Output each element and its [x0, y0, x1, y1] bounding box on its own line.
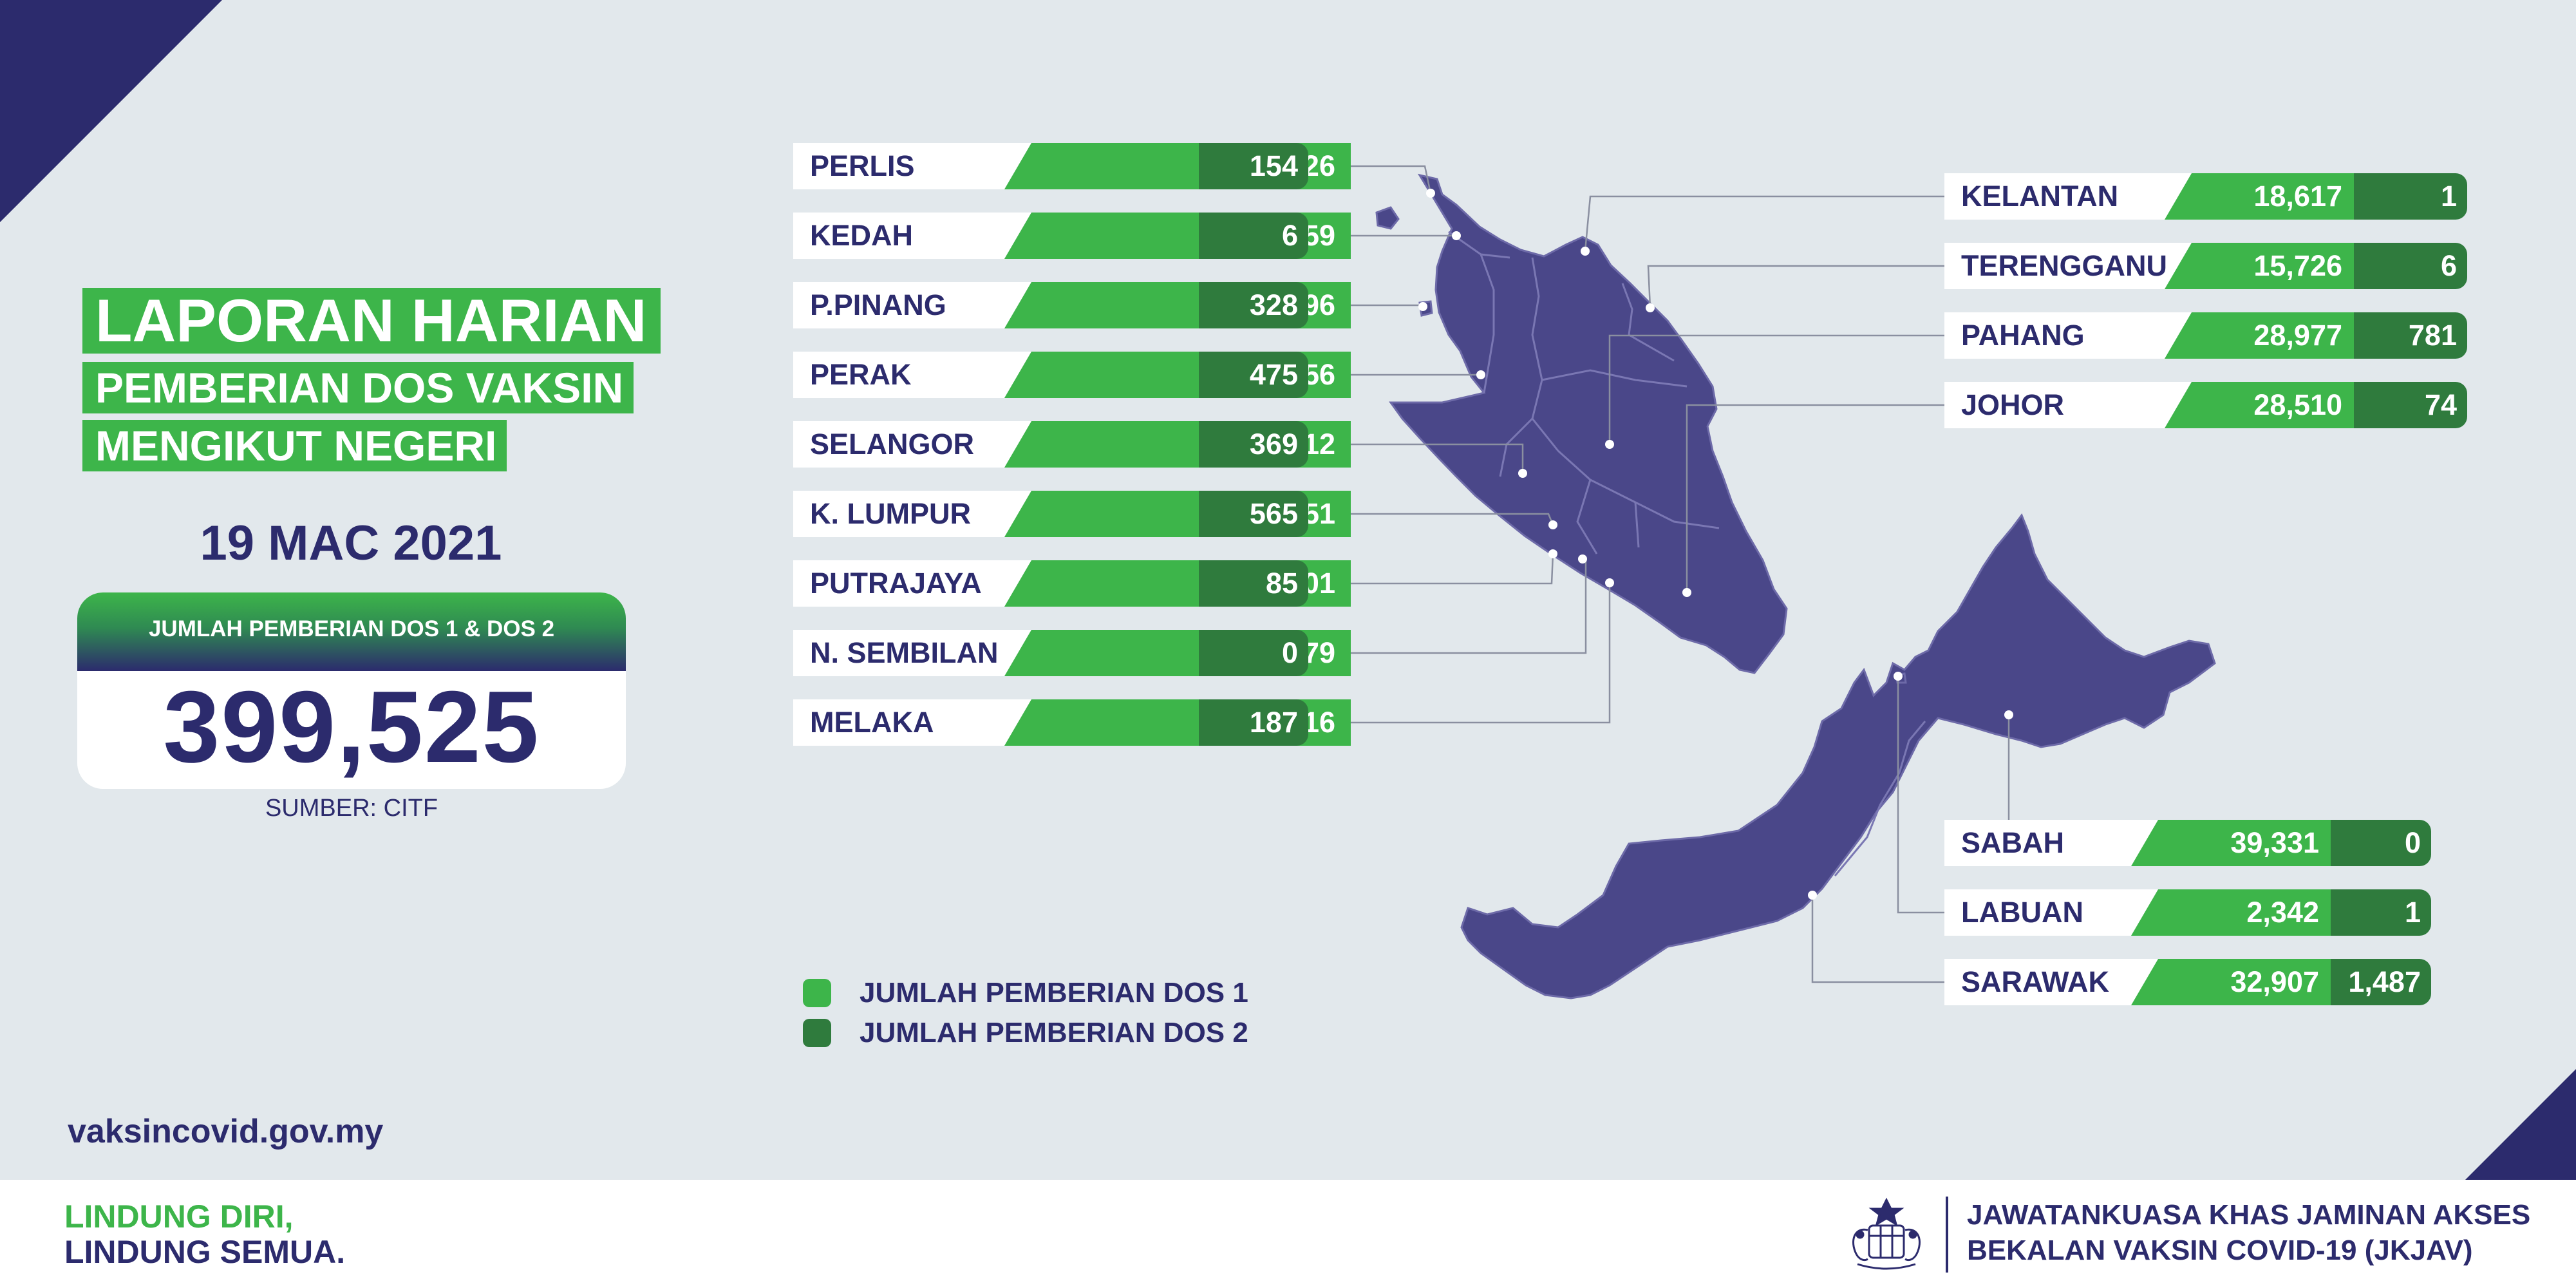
dose2-value: 781 — [2354, 312, 2467, 359]
state-name: K. LUMPUR — [793, 491, 1031, 537]
state-name: KEDAH — [793, 213, 1031, 259]
dose1-value: 28,510 — [2165, 382, 2358, 428]
legend-label-dose1: JUMLAH PEMBERIAN DOS 1 — [860, 977, 1248, 1009]
legend-swatch-dose2 — [803, 1019, 831, 1047]
org-name-line-1: JAWATANKUASA KHAS JAMINAN AKSES — [1967, 1199, 2531, 1231]
dose2-value: 1 — [2331, 889, 2431, 936]
total-value: 399,525 — [163, 670, 540, 784]
east-malaysia-shape — [1460, 513, 2216, 999]
state-name: TERENGGANU — [1944, 243, 2208, 289]
state-name: PERAK — [793, 352, 1031, 398]
state-name: SARAWAK — [1944, 959, 2173, 1005]
slogan-line-1: LINDUNG DIRI, — [64, 1198, 294, 1235]
slogan-line-2: LINDUNG SEMUA. — [64, 1234, 346, 1270]
title-line-3: MENGIKUT NEGERI — [82, 420, 507, 471]
dose2-value: 187 — [1199, 699, 1308, 746]
dose2-value: 6 — [2354, 243, 2467, 289]
dose1-value: 28,977 — [2165, 312, 2358, 359]
dose2-value: 1 — [2354, 173, 2467, 220]
state-name: P.PINANG — [793, 282, 1031, 328]
dose2-value: 6 — [1199, 213, 1308, 259]
state-name: PAHANG — [1944, 312, 2208, 359]
state-name: MELAKA — [793, 699, 1031, 746]
footer-bar — [0, 1180, 2576, 1288]
state-name: PUTRAJAYA — [793, 560, 1031, 607]
dose2-value: 1,487 — [2331, 959, 2431, 1005]
dose2-value: 369 — [1199, 421, 1308, 468]
state-name: KELANTAN — [1944, 173, 2208, 220]
dose2-value: 85 — [1199, 560, 1308, 607]
org-name-line-2: BEKALAN VAKSIN COVID-19 (JKJAV) — [1967, 1235, 2473, 1266]
state-name: LABUAN — [1944, 889, 2173, 936]
dose1-value: 39,331 — [2131, 820, 2335, 866]
dose1-value: 32,907 — [2131, 959, 2335, 1005]
dose2-value: 475 — [1199, 352, 1308, 398]
title-line-2: PEMBERIAN DOS VAKSIN — [82, 362, 634, 413]
state-name: JOHOR — [1944, 382, 2208, 428]
legend-swatch-dose1 — [803, 979, 831, 1007]
dose1-value: 2,342 — [2131, 889, 2335, 936]
state-name: PERLIS — [793, 143, 1031, 189]
org-divider — [1946, 1197, 1948, 1273]
report-date: 19 MAC 2021 — [200, 516, 502, 571]
website-link[interactable]: vaksincovid.gov.my — [68, 1113, 384, 1150]
total-card: JUMLAH PEMBERIAN DOS 1 & DOS 2 399,525 — [77, 592, 626, 789]
dose2-value: 0 — [1199, 630, 1308, 676]
langkawi-island — [1375, 206, 1400, 230]
dose1-value: 15,726 — [2165, 243, 2358, 289]
state-name: N. SEMBILAN — [793, 630, 1031, 676]
dose2-value: 74 — [2354, 382, 2467, 428]
dose2-value: 565 — [1199, 491, 1308, 537]
malaysia-coat-of-arms-icon — [1852, 1197, 1921, 1270]
corner-triangle-top-left — [0, 0, 222, 222]
total-label: JUMLAH PEMBERIAN DOS 1 & DOS 2 — [77, 592, 626, 671]
title-line-1: LAPORAN HARIAN — [82, 288, 661, 354]
dose1-value: 18,617 — [2165, 173, 2358, 220]
state-name: SABAH — [1944, 820, 2173, 866]
legend-label-dose2: JUMLAH PEMBERIAN DOS 2 — [860, 1017, 1248, 1048]
dose2-value: 0 — [2331, 820, 2431, 866]
state-name: SELANGOR — [793, 421, 1031, 468]
dose2-value: 328 — [1199, 282, 1308, 328]
dose2-value: 154 — [1199, 143, 1308, 189]
source-text: SUMBER: CITF — [265, 795, 438, 822]
